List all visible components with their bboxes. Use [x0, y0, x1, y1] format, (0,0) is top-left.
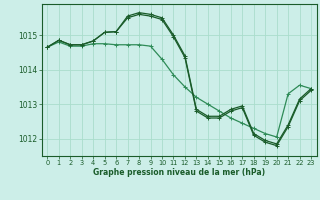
X-axis label: Graphe pression niveau de la mer (hPa): Graphe pression niveau de la mer (hPa) — [93, 168, 265, 177]
